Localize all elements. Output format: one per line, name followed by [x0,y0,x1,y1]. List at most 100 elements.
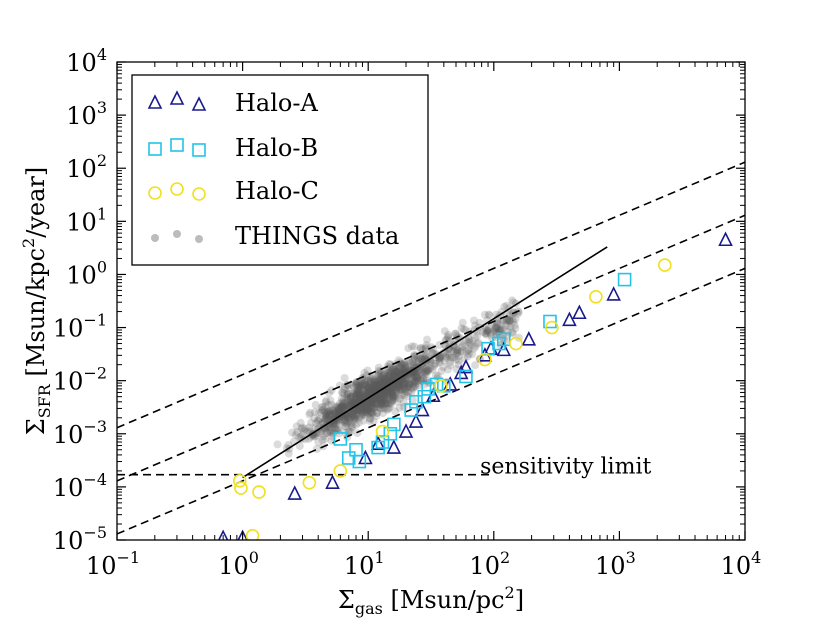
things-data-point [500,302,509,311]
things-data-point [336,403,345,412]
things-data-point [292,422,301,431]
things-data-point [371,394,380,403]
things-data-point [375,377,384,386]
halo-a-point [237,529,248,540]
things-data-point [386,377,395,386]
things-data-point [366,378,375,387]
things-data-point [508,329,517,338]
legend-swatch-things [151,230,203,243]
things-data-point [359,399,368,408]
things-data-point [349,412,358,421]
things-data-point [337,402,346,411]
halo-b-point [421,382,435,396]
things-data-point [361,378,369,387]
things-data-point [322,396,331,405]
things-data-point [355,392,364,401]
legend-label-things: THINGS data [235,222,399,250]
things-data-point [344,414,353,423]
halo-a-point [217,529,229,540]
things-data-point [356,381,365,390]
things-data-point [358,381,367,390]
things-data-point [380,394,389,403]
things-data-point [345,401,354,410]
things-data-point [363,406,372,415]
things-data-point [365,400,374,408]
things-data-point [359,373,368,382]
plot-frame [116,61,746,541]
y-tick-label: 10−4 [53,470,107,502]
things-data-point [373,390,382,398]
things-data-point [469,344,478,353]
things-data-point [349,389,358,398]
things-data-point [354,389,363,398]
things-data-point [351,404,360,413]
things-data-point [379,371,388,380]
things-data-point [352,391,361,400]
things-data-point [340,418,349,427]
things-data-point [406,359,415,368]
things-data-point [340,422,349,431]
things-data-point [388,392,397,401]
things-data-point [396,394,404,403]
things-data-point [400,379,408,388]
things-data-point [337,405,346,414]
things-data-point [396,368,405,377]
things-data-point [353,389,362,398]
things-data-point [384,404,393,413]
things-data-point [372,383,381,392]
things-data-point [354,386,363,395]
things-data-point [502,316,511,325]
things-data-point [367,386,376,395]
things-data-point [355,394,364,403]
things-data-point [357,384,365,393]
things-data-point [483,326,492,335]
things-data-point [368,401,377,410]
things-data-point [331,408,340,417]
things-data-point [404,380,413,389]
things-data-point [320,424,329,433]
things-data-point [409,360,417,369]
things-data-point [326,396,335,405]
things-data-point [350,413,359,422]
dot-marker-icon [173,230,181,238]
things-data-point [334,403,343,412]
things-data-point [323,414,332,423]
things-data-point [471,321,480,330]
things-data-point [358,390,367,399]
things-data-point [379,382,388,391]
things-data-point [399,366,408,375]
things-data-point [382,392,391,401]
things-data-point [394,376,403,385]
things-data-point [380,376,389,385]
legend-label-halo-b: Halo-B [235,134,318,162]
things-data-point [385,364,394,373]
things-data-point [352,415,360,424]
things-data-point [337,401,346,410]
things-data-point [397,360,406,369]
things-data-point [386,360,395,369]
things-data-point [358,374,367,383]
things-data-point [391,368,400,377]
things-data-point [375,396,384,405]
things-data-point [443,332,452,341]
things-data-point [388,391,397,400]
things-data-point [357,412,366,421]
things-data-point [435,353,444,362]
things-data-point [349,411,358,420]
things-data-point [335,407,344,416]
things-data-point [389,395,397,404]
things-data-point [336,399,344,408]
things-data-point [356,405,365,414]
kennicutt-schmidt-line [242,246,608,479]
things-data-point [450,337,459,346]
things-data-point [431,353,440,362]
things-data-point [369,385,378,394]
things-data-point [310,414,319,423]
things-data-point [331,406,340,415]
things-data-point [426,356,435,365]
things-data-point [392,388,401,397]
things-data-point [388,397,397,406]
things-data-point [371,380,380,389]
things-data-point [351,379,360,388]
things-data-point [318,406,327,414]
